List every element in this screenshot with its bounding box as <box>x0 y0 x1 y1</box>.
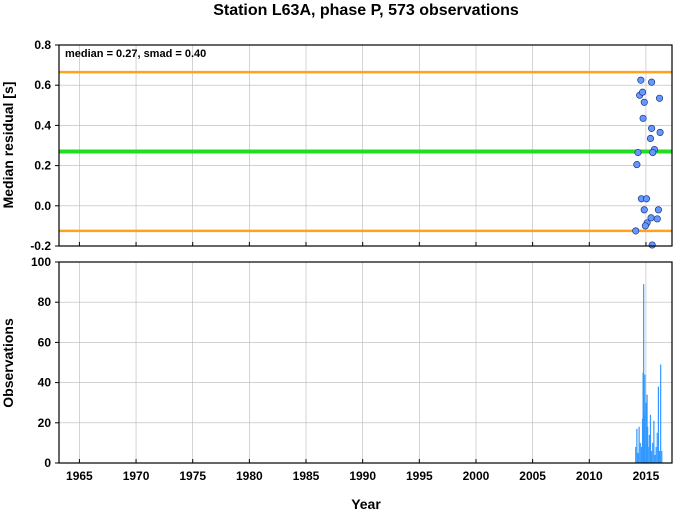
x-tick-label: 1990 <box>349 469 376 483</box>
residual-point <box>638 88 647 96</box>
residual-point <box>654 206 662 214</box>
residual-panel: -0.2 0.0 0.2 0.4 0.6 0.8 median = 0.27, smad … <box>0 38 673 253</box>
residual-point <box>637 76 645 84</box>
x-tick-label: 1985 <box>293 469 320 483</box>
residual-point <box>655 94 664 102</box>
y-tick-label: 0.4 <box>34 118 51 132</box>
x-tick-label: 1975 <box>179 469 206 483</box>
y-tick-label: 0.0 <box>34 199 51 213</box>
residual-point <box>639 114 647 122</box>
y-tick-label: 0.2 <box>34 159 51 173</box>
observations-y-tick-labels: 0 20 40 60 80 100 <box>31 255 51 470</box>
x-tick-label: 2015 <box>633 469 660 483</box>
median-smad-annotation: median = 0.27, smad = 0.40 <box>65 48 206 60</box>
residual-y-axis-title: Median residual [s] <box>0 82 16 209</box>
residual-point <box>633 161 641 169</box>
residual-point <box>642 195 651 203</box>
y-tick-label: 100 <box>31 255 51 269</box>
y-tick-label: 40 <box>38 376 52 390</box>
residual-point <box>648 241 656 249</box>
residual-points <box>632 76 664 249</box>
year-tick-labels: 1965 1970 1975 1980 1985 1990 1995 2000 2005 2010… <box>66 469 660 483</box>
residual-point <box>648 78 656 86</box>
x-tick-label: 2005 <box>519 469 546 483</box>
y-tick-label: 60 <box>38 335 52 349</box>
residual-point <box>640 206 648 214</box>
y-tick-label: 80 <box>38 295 52 309</box>
residual-point <box>656 128 664 136</box>
residual-panel-frame <box>58 44 673 247</box>
residual-point <box>648 124 656 132</box>
x-tick-label: 1970 <box>123 469 150 483</box>
observation-bars <box>635 284 663 463</box>
observations-y-axis-title: Observations <box>0 318 16 408</box>
residual-point <box>640 98 648 106</box>
year-axis-title: Year <box>351 496 381 511</box>
x-tick-label: 1965 <box>66 469 93 483</box>
x-tick-label: 1980 <box>236 469 263 483</box>
chart-title: Station L63A, phase P, 573 observations <box>213 2 519 19</box>
residual-point <box>632 227 640 235</box>
residual-point <box>634 148 642 157</box>
y-tick-label: 0.6 <box>34 78 51 92</box>
residual-y-tick-labels: -0.2 0.0 0.2 0.4 0.6 0.8 <box>30 38 51 253</box>
y-tick-label: 20 <box>38 416 52 430</box>
y-tick-label: 0.8 <box>34 38 51 52</box>
x-tick-label: 2010 <box>576 469 603 483</box>
observations-grid <box>55 261 672 464</box>
residual-point <box>649 148 657 157</box>
reference-lines <box>59 70 672 233</box>
observations-panel: 0 20 40 60 80 100 1965 1970 1975 1980 1985 1990 199… <box>0 255 673 511</box>
observations-panel-frame <box>58 261 673 464</box>
x-tick-label: 1995 <box>406 469 433 483</box>
y-tick-label: 0 <box>44 456 51 470</box>
residual-point <box>641 222 649 230</box>
residual-point <box>646 134 655 143</box>
y-tick-label: -0.2 <box>30 239 51 253</box>
residual-point <box>653 215 661 223</box>
residual-grid <box>55 44 672 247</box>
x-tick-label: 2000 <box>463 469 490 483</box>
